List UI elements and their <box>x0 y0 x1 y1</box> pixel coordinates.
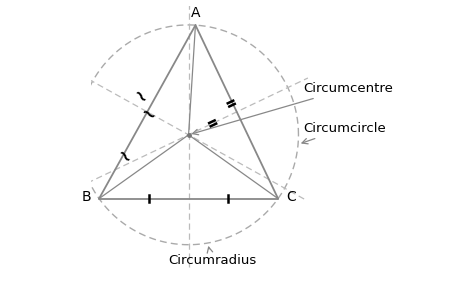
Text: B: B <box>81 190 91 204</box>
Text: C: C <box>287 190 296 204</box>
Text: A: A <box>191 6 200 20</box>
Text: Circumradius: Circumradius <box>168 247 256 268</box>
Text: ∼: ∼ <box>136 100 158 123</box>
Text: ∼: ∼ <box>127 85 151 108</box>
Text: ∼: ∼ <box>111 146 134 169</box>
Text: Circumcircle: Circumcircle <box>302 122 386 144</box>
Text: Circumcentre: Circumcentre <box>192 82 393 135</box>
